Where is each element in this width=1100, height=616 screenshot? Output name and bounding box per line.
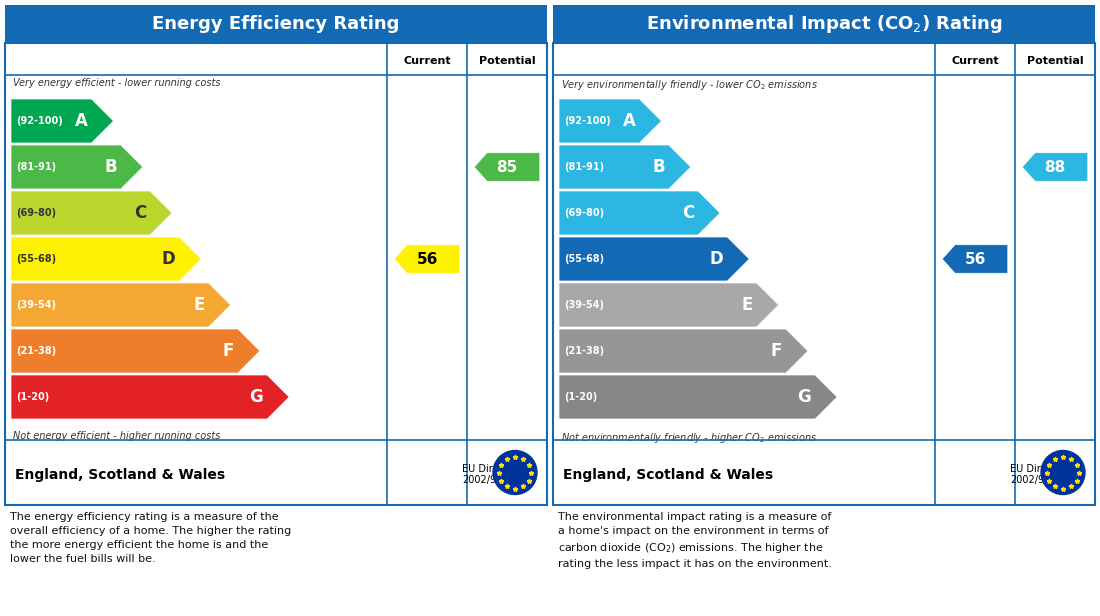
Text: C: C [134, 204, 146, 222]
Text: 85: 85 [496, 160, 518, 174]
Text: (39-54): (39-54) [16, 300, 56, 310]
Polygon shape [11, 145, 143, 189]
Text: England, Scotland & Wales: England, Scotland & Wales [563, 468, 773, 482]
Text: (55-68): (55-68) [16, 254, 56, 264]
Text: (21-38): (21-38) [564, 346, 604, 356]
Polygon shape [559, 237, 749, 281]
Text: The energy efficiency rating is a measure of the
overall efficiency of a home. T: The energy efficiency rating is a measur… [10, 512, 292, 564]
Polygon shape [559, 99, 661, 143]
Text: Potential: Potential [1026, 56, 1084, 66]
Text: A: A [623, 112, 636, 130]
Polygon shape [11, 329, 260, 373]
Bar [6, 43, 547, 505]
Text: D: D [162, 250, 175, 268]
Polygon shape [394, 245, 460, 274]
Text: 56: 56 [416, 251, 438, 267]
Bar [553, 43, 1094, 505]
Polygon shape [11, 283, 231, 327]
Polygon shape [559, 191, 720, 235]
Text: Very environmentally friendly - lower CO$_2$ emissions: Very environmentally friendly - lower CO… [561, 78, 818, 92]
Polygon shape [11, 375, 289, 419]
Text: Potential: Potential [478, 56, 536, 66]
Text: G: G [798, 388, 811, 406]
Text: Environmental Impact (CO$_2$) Rating: Environmental Impact (CO$_2$) Rating [646, 13, 1002, 35]
Text: (55-68): (55-68) [564, 254, 604, 264]
Text: (92-100): (92-100) [16, 116, 63, 126]
Text: F: F [222, 342, 234, 360]
Circle shape [493, 450, 537, 495]
Text: (69-80): (69-80) [564, 208, 604, 218]
Polygon shape [1022, 153, 1088, 181]
Polygon shape [943, 245, 1008, 274]
Text: (81-91): (81-91) [564, 162, 604, 172]
Text: EU Directive
2002/91/EC: EU Directive 2002/91/EC [1010, 464, 1070, 485]
Text: (92-100): (92-100) [564, 116, 611, 126]
Text: A: A [75, 112, 88, 130]
Text: 88: 88 [1044, 160, 1066, 174]
Polygon shape [559, 145, 691, 189]
Bar [553, 5, 1094, 43]
Text: Very energy efficient - lower running costs: Very energy efficient - lower running co… [13, 78, 220, 88]
Text: Not environmentally friendly - higher CO$_2$ emissions: Not environmentally friendly - higher CO… [561, 431, 817, 445]
Polygon shape [11, 237, 201, 281]
Circle shape [1041, 450, 1085, 495]
Polygon shape [559, 329, 807, 373]
Text: (1-20): (1-20) [564, 392, 597, 402]
Bar [6, 5, 547, 43]
Text: The environmental impact rating is a measure of
a home's impact on the environme: The environmental impact rating is a mea… [558, 512, 832, 569]
Polygon shape [559, 283, 779, 327]
Text: E: E [741, 296, 752, 314]
Text: Current: Current [404, 56, 451, 66]
Text: (21-38): (21-38) [16, 346, 56, 356]
Text: 56: 56 [965, 251, 986, 267]
Text: B: B [652, 158, 664, 176]
Text: Energy Efficiency Rating: Energy Efficiency Rating [152, 15, 399, 33]
Text: (39-54): (39-54) [564, 300, 604, 310]
Text: EU Directive
2002/91/EC: EU Directive 2002/91/EC [462, 464, 522, 485]
Text: England, Scotland & Wales: England, Scotland & Wales [15, 468, 225, 482]
Text: (81-91): (81-91) [16, 162, 56, 172]
Polygon shape [559, 375, 837, 419]
Text: C: C [682, 204, 694, 222]
Text: Current: Current [952, 56, 999, 66]
Text: D: D [710, 250, 724, 268]
Text: F: F [770, 342, 782, 360]
Text: B: B [104, 158, 117, 176]
Text: E: E [194, 296, 205, 314]
Polygon shape [11, 191, 172, 235]
Text: (69-80): (69-80) [16, 208, 56, 218]
Polygon shape [11, 99, 113, 143]
Text: (1-20): (1-20) [16, 392, 50, 402]
Polygon shape [474, 153, 540, 181]
Text: G: G [250, 388, 263, 406]
Text: Not energy efficient - higher running costs: Not energy efficient - higher running co… [13, 431, 220, 441]
